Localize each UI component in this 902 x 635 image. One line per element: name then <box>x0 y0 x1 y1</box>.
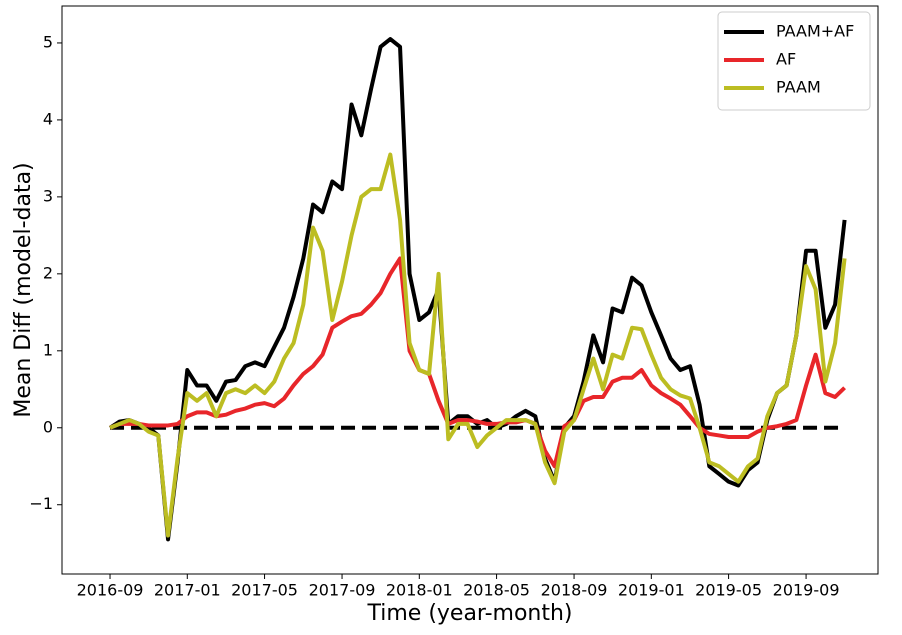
x-tick-label: 2019-05 <box>695 581 762 600</box>
y-tick-label: 1 <box>43 340 53 359</box>
x-tick-label: 2019-09 <box>773 581 840 600</box>
x-tick-label: 2017-01 <box>154 581 221 600</box>
x-tick-label: 2017-09 <box>309 581 376 600</box>
y-tick-label: 4 <box>43 109 53 128</box>
series-line <box>108 37 847 542</box>
x-tick-label: 2016-09 <box>77 581 144 600</box>
x-tick-label: 2018-01 <box>386 581 453 600</box>
series-line <box>109 152 847 538</box>
x-tick-label: 2017-05 <box>231 581 298 600</box>
y-tick-label: 2 <box>43 263 53 282</box>
y-tick-label: 3 <box>43 186 53 205</box>
y-tick-label: 0 <box>43 417 53 436</box>
y-tick-label: 5 <box>43 32 53 51</box>
legend-box <box>717 11 871 111</box>
x-tick-label: 2018-09 <box>541 581 608 600</box>
y-axis-label: Mean Diff (model-data) <box>11 162 36 417</box>
legend-label: PAAM+AF <box>776 22 854 41</box>
legend-label: PAAM <box>776 78 821 97</box>
series-line <box>109 256 846 469</box>
legend-label: AF <box>776 50 796 69</box>
x-axis-label: Time (year-month) <box>366 601 572 626</box>
x-tick-label: 2018-05 <box>463 581 530 600</box>
y-tick-label: −1 <box>29 494 53 513</box>
plot-frame <box>61 5 879 575</box>
x-tick-label: 2019-01 <box>618 581 685 600</box>
